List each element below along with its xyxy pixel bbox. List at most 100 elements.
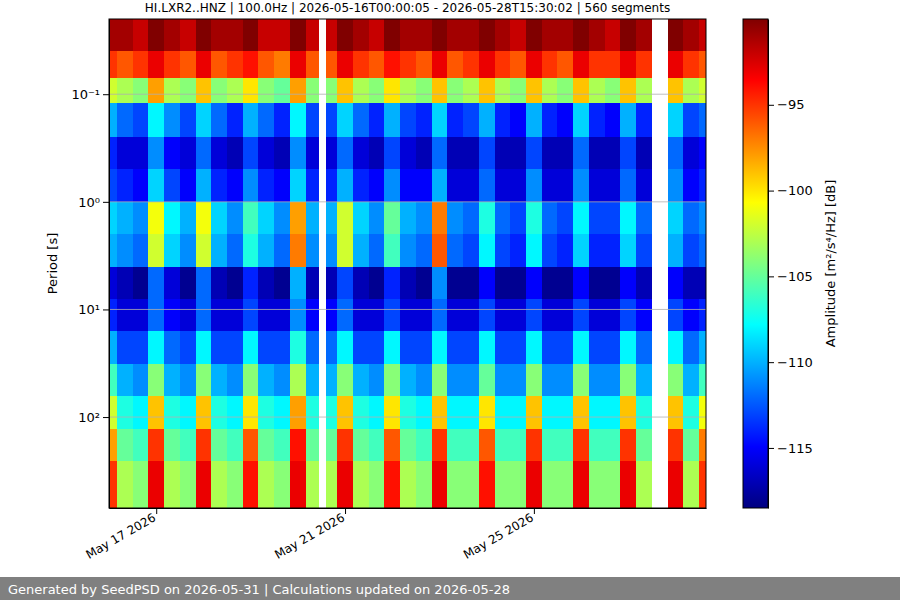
cell — [196, 103, 212, 137]
cell — [463, 137, 479, 169]
cell — [416, 202, 432, 234]
cell — [557, 267, 573, 299]
cell — [479, 331, 495, 363]
cell — [164, 299, 180, 331]
cell — [416, 364, 432, 396]
cell — [668, 331, 684, 363]
cell — [447, 137, 463, 169]
cell — [573, 331, 589, 363]
cell — [510, 169, 526, 201]
cell — [432, 19, 448, 51]
cell — [620, 202, 636, 234]
cell — [109, 169, 117, 201]
cell — [432, 51, 448, 77]
cell — [180, 137, 196, 169]
cell — [196, 461, 212, 508]
cell — [148, 202, 164, 234]
cell — [243, 396, 259, 428]
cell — [573, 234, 589, 266]
cell — [542, 169, 558, 201]
cell — [432, 331, 448, 363]
cell — [557, 202, 573, 234]
cell — [337, 137, 353, 169]
cell — [605, 364, 621, 396]
cell — [620, 461, 636, 508]
cell — [133, 396, 149, 428]
cell — [447, 78, 463, 103]
cell — [306, 461, 319, 508]
cell — [479, 461, 495, 508]
cell — [400, 331, 416, 363]
cell — [117, 331, 133, 363]
cell — [109, 137, 117, 169]
cell — [479, 78, 495, 103]
cell — [148, 19, 164, 51]
cell — [117, 51, 133, 77]
y-tick-mark — [103, 417, 109, 418]
cell — [557, 51, 573, 77]
cell — [605, 461, 621, 508]
cell — [432, 78, 448, 103]
colorbar-tick: −95 — [768, 97, 804, 112]
cell — [557, 103, 573, 137]
cell — [573, 78, 589, 103]
cell — [416, 267, 432, 299]
cell — [258, 103, 274, 137]
cell — [510, 299, 526, 331]
cell — [463, 299, 479, 331]
cell — [227, 429, 243, 461]
cell — [306, 103, 319, 137]
cell — [196, 169, 212, 201]
cell — [400, 103, 416, 137]
y-tick-label: 10⁻¹ — [71, 87, 100, 102]
cell — [109, 396, 117, 428]
cell — [180, 19, 196, 51]
cell — [196, 364, 212, 396]
cell — [557, 396, 573, 428]
cell — [510, 137, 526, 169]
cell — [290, 78, 306, 103]
cell — [243, 78, 259, 103]
cell — [180, 331, 196, 363]
cell — [227, 103, 243, 137]
y-axis-title: Period [s] — [45, 233, 60, 295]
cell — [479, 19, 495, 51]
cell — [605, 299, 621, 331]
cell — [274, 299, 290, 331]
cell — [369, 234, 385, 266]
cell — [557, 137, 573, 169]
cell — [495, 364, 511, 396]
cell — [258, 331, 274, 363]
cell — [384, 19, 400, 51]
grid — [109, 94, 706, 417]
x-tick: May 21 2026 — [272, 508, 347, 562]
cell — [683, 19, 699, 51]
cell — [353, 202, 369, 234]
colorbar-tick-label: −110 — [777, 355, 813, 370]
cell — [306, 78, 319, 103]
cell — [148, 396, 164, 428]
cell — [337, 202, 353, 234]
cell — [620, 19, 636, 51]
cell — [369, 137, 385, 169]
cell — [463, 234, 479, 266]
cell — [526, 137, 542, 169]
cell — [211, 364, 227, 396]
cell — [148, 299, 164, 331]
cell — [620, 78, 636, 103]
cell — [243, 331, 259, 363]
colorbar — [743, 19, 768, 508]
cell — [369, 169, 385, 201]
cell — [416, 103, 432, 137]
cell — [447, 429, 463, 461]
cell — [699, 364, 706, 396]
cell — [243, 267, 259, 299]
cell — [196, 299, 212, 331]
cell — [337, 78, 353, 103]
cell — [400, 202, 416, 234]
cell — [274, 364, 290, 396]
cell — [243, 51, 259, 77]
cell — [211, 461, 227, 508]
cell — [636, 78, 652, 103]
cell — [117, 396, 133, 428]
